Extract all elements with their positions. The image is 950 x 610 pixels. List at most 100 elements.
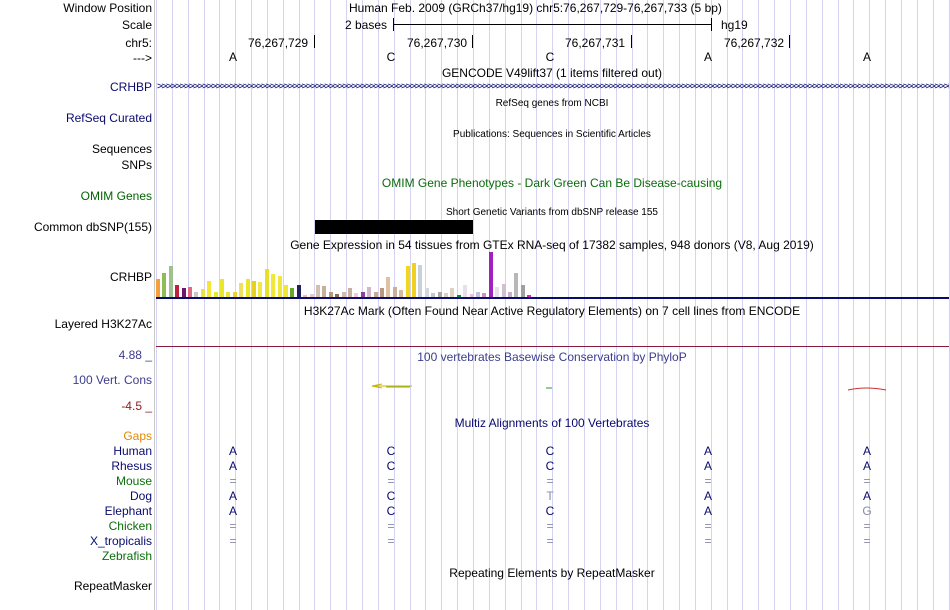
gencode-gene-feature[interactable]: >>>>>>>>>>>>>>>>>>>>>>>>>>>>>>>>>>>>>>>>… — [157, 81, 949, 92]
gtex-tissue-bar[interactable] — [438, 292, 442, 298]
label-separator — [154, 0, 155, 610]
repeatmasker-track-title[interactable]: Repeating Elements by RepeatMasker — [449, 566, 655, 580]
gtex-tissue-bar[interactable] — [316, 285, 320, 298]
label-crhbp-gtex[interactable]: CRHBP — [109, 270, 152, 284]
label-dbsnp[interactable]: Common dbSNP(155) — [33, 220, 152, 234]
gtex-tissue-bar[interactable] — [169, 266, 173, 298]
label-vert-cons[interactable]: 100 Vert. Cons — [72, 373, 152, 387]
gtex-tissue-bar[interactable] — [527, 295, 531, 298]
gtex-tissue-bar[interactable] — [495, 287, 499, 298]
gtex-tissue-bar[interactable] — [482, 293, 486, 298]
gtex-tissue-bar[interactable] — [297, 285, 301, 298]
gtex-tissue-bar[interactable] — [412, 263, 416, 298]
gtex-tissue-bar[interactable] — [207, 281, 211, 298]
gtex-tissue-bar[interactable] — [380, 288, 384, 298]
gtex-tissue-bar[interactable] — [220, 279, 224, 298]
guide-line — [822, 0, 823, 610]
gtex-tissue-bar[interactable] — [348, 288, 352, 298]
gtex-tissue-bar[interactable] — [290, 288, 294, 298]
gtex-tissue-bar[interactable] — [246, 279, 250, 298]
gtex-tissue-bar[interactable] — [502, 284, 506, 298]
gtex-tissue-bar[interactable] — [514, 273, 518, 298]
gencode-track-title[interactable]: GENCODE V49lift37 (1 items filtered out) — [441, 66, 663, 80]
gtex-tissue-bar[interactable] — [201, 289, 205, 298]
gtex-tissue-bar[interactable] — [406, 266, 410, 298]
gtex-tissue-bar[interactable] — [278, 276, 282, 298]
gtex-tissue-bar[interactable] — [175, 285, 179, 298]
guide-line — [219, 0, 220, 610]
omim-track-title[interactable]: OMIM Gene Phenotypes - Dark Green Can Be… — [381, 176, 723, 190]
gtex-tissue-bar[interactable] — [258, 282, 262, 298]
label-crhbp-gencode[interactable]: CRHBP — [109, 80, 152, 94]
gtex-tissue-bar[interactable] — [284, 285, 288, 298]
gtex-tissue-bar[interactable] — [335, 294, 339, 298]
gtex-tissue-bar[interactable] — [322, 286, 326, 298]
gtex-tissue-bar[interactable] — [431, 293, 435, 298]
gtex-tissue-bar[interactable] — [444, 293, 448, 298]
label-snps[interactable]: SNPs — [121, 158, 152, 172]
gtex-tissue-bar[interactable] — [521, 285, 525, 298]
dbsnp-variant-feature[interactable] — [315, 220, 473, 234]
gtex-tissue-bar[interactable] — [252, 281, 256, 298]
gtex-tissue-bar[interactable] — [303, 295, 307, 298]
gtex-tissue-bar[interactable] — [393, 287, 397, 298]
gtex-tissue-bar[interactable] — [463, 285, 467, 298]
gtex-tissue-bar[interactable] — [418, 265, 422, 298]
gtex-tissue-bar[interactable] — [354, 293, 358, 298]
label-h3k27ac[interactable]: Layered H3K27Ac — [54, 317, 152, 331]
gtex-track-title[interactable]: Gene Expression in 54 tissues from GTEx … — [290, 238, 814, 252]
label-repeatmasker[interactable]: RepeatMasker — [73, 579, 152, 593]
coord-3: 76,267,731 — [565, 36, 626, 50]
gtex-tissue-bar[interactable] — [425, 288, 429, 298]
gtex-tissue-bar[interactable] — [399, 290, 403, 298]
multiz-track-title[interactable]: Multiz Alignments of 100 Vertebrates — [454, 416, 650, 430]
gtex-tissue-bar[interactable] — [239, 283, 243, 298]
label-refseq[interactable]: RefSeq Curated — [65, 111, 152, 125]
publications-track-title[interactable]: Publications: Sequences in Scientific Ar… — [453, 129, 651, 140]
gtex-tissue-bar[interactable] — [476, 292, 480, 298]
gtex-bar-chart[interactable] — [156, 251, 536, 298]
refseq-track-title[interactable]: RefSeq genes from NCBI — [495, 98, 609, 109]
guide-line — [568, 0, 569, 610]
h3k27ac-track-title[interactable]: H3K27Ac Mark (Often Found Near Active Re… — [303, 304, 801, 318]
dbsnp-track-title[interactable]: Short Genetic Variants from dbSNP releas… — [446, 207, 658, 218]
label-scale: Scale — [121, 18, 152, 32]
gtex-tissue-bar[interactable] — [367, 287, 371, 298]
gtex-tissue-bar[interactable] — [310, 294, 314, 298]
gtex-tissue-bar[interactable] — [470, 294, 474, 298]
alignment-base: A — [228, 504, 238, 518]
gtex-tissue-bar[interactable] — [182, 288, 186, 298]
label-omim[interactable]: OMIM Genes — [80, 189, 152, 203]
gtex-tissue-bar[interactable] — [489, 252, 493, 298]
guide-line — [790, 0, 791, 610]
gtex-tissue-bar[interactable] — [156, 279, 160, 298]
gtex-tissue-bar[interactable] — [386, 277, 390, 298]
gtex-tissue-bar[interactable] — [188, 287, 192, 298]
alignment-base: C — [545, 504, 555, 518]
gtex-tissue-bar[interactable] — [508, 292, 512, 298]
gtex-tissue-bar[interactable] — [374, 292, 378, 298]
gtex-tissue-bar[interactable] — [271, 274, 275, 298]
gtex-tissue-bar[interactable] — [233, 292, 237, 298]
gtex-tissue-bar[interactable] — [450, 288, 454, 298]
phylop-signal — [371, 383, 887, 391]
gtex-tissue-bar[interactable] — [226, 292, 230, 298]
gtex-tissue-bar[interactable] — [265, 269, 269, 298]
guide-line — [473, 0, 474, 610]
alignment-base: = — [229, 534, 237, 548]
gtex-tissue-bar[interactable] — [162, 273, 166, 298]
gtex-tissue-bar[interactable] — [457, 295, 461, 298]
gtex-tissue-bar[interactable] — [329, 292, 333, 298]
guide-line — [330, 0, 331, 610]
phylop-track-title[interactable]: 100 vertebrates Basewise Conservation by… — [417, 350, 687, 364]
alignment-base: = — [546, 534, 554, 548]
alignment-base: = — [704, 534, 712, 548]
label-arrow: ---> — [133, 51, 152, 65]
label-sequences[interactable]: Sequences — [91, 142, 152, 156]
gtex-tissue-bar[interactable] — [214, 292, 218, 298]
gtex-tissue-bar[interactable] — [361, 292, 365, 298]
coord-tick-1 — [314, 35, 315, 48]
alignment-base: = — [704, 474, 712, 488]
gtex-tissue-bar[interactable] — [342, 292, 346, 298]
gtex-tissue-bar[interactable] — [194, 292, 198, 298]
